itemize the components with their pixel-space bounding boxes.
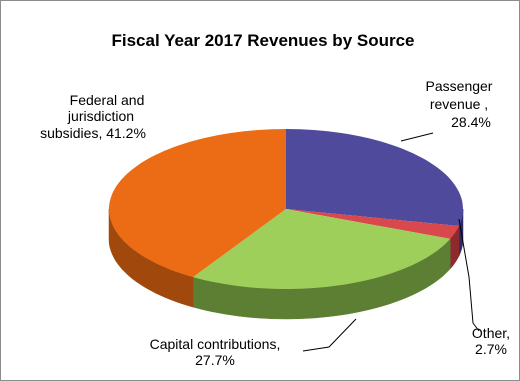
data-label-line: Passenger [426,78,493,94]
pie-slice-other [286,209,459,239]
data-label-line: 28.4% [451,114,491,130]
data-label-line: Federal and [70,92,145,108]
data-label-federal-subsidies: Federal and jurisdiction subsidies, 41.2% [40,92,146,141]
data-label-line: jurisdiction [67,108,134,124]
leader-line-other [458,218,480,332]
data-label-line: 27.7% [195,352,235,368]
pie-slice-capital-contributions [193,209,451,289]
data-label-capital-contributions: Capital contributions, 27.7% [150,336,281,368]
chart-title: Fiscal Year 2017 Revenues by Source [111,31,414,50]
data-label-line: subsidies, 41.2% [40,125,146,141]
data-labels: Passenger revenue , 28.4% Other, 2.7% Capital… [40,78,510,368]
leader-lines [302,132,480,352]
pie-slice-passenger-revenue [286,129,463,226]
data-label-line: Other, [472,325,510,341]
data-label-passenger-revenue: Passenger revenue , 28.4% [426,78,493,130]
pie-top-layer [109,129,463,289]
pie-side-layer [108,208,464,320]
pie-side-federal-subsidies [108,208,194,308]
data-label-other: Other, 2.7% [472,325,510,357]
pie-slice-federal-subsidies [109,129,286,278]
leader-line-capital-contributions [302,318,357,352]
leader-line-passenger-revenue [400,132,434,142]
data-label-line: Capital contributions, [150,336,281,352]
data-label-line: 2.7% [475,341,507,357]
data-label-line: revenue , [430,96,488,112]
